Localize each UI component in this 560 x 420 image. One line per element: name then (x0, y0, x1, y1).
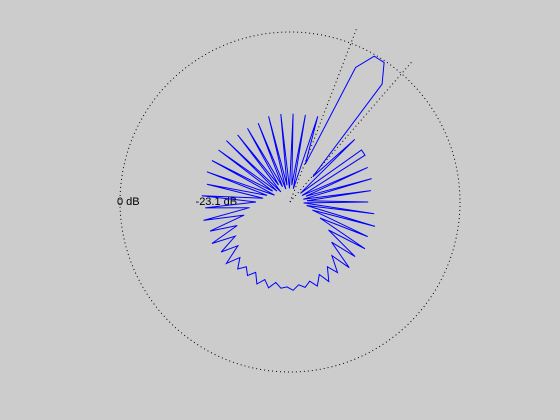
pattern-line (201, 55, 385, 291)
beam-line (289, 62, 412, 203)
beam-line (289, 29, 357, 203)
range-ring (119, 31, 461, 373)
range-label: 0 dB (117, 196, 140, 208)
